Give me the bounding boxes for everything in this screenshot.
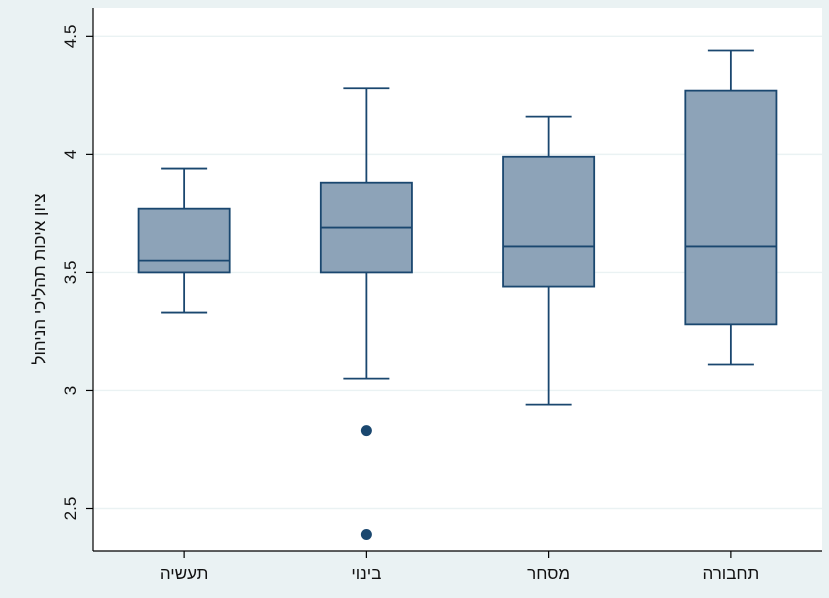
box-iqr	[502, 155, 596, 288]
boxes	[137, 49, 778, 540]
category-label: תעשיה	[160, 564, 209, 583]
box-iqr	[137, 207, 231, 274]
y-axis-title: ציון איכות תהליכי הניהול	[30, 193, 49, 364]
box-iqr	[684, 89, 778, 326]
category-labels: תעשיה בינוי מסחר תחבורה	[160, 551, 759, 583]
y-tick-label: 4.5	[61, 25, 80, 49]
category-label: תחבורה	[702, 564, 759, 583]
y-tick-label: 4	[61, 150, 80, 159]
y-tick-label: 2.5	[61, 497, 80, 521]
y-tick-label: 3.5	[61, 261, 80, 285]
category-label: מסחר	[527, 564, 570, 583]
y-tick-label: 3	[61, 386, 80, 395]
y-ticks: 2.5 3 3.5 4 4.5	[61, 25, 93, 521]
category-label: בינוי	[351, 564, 381, 583]
outlier-point	[360, 528, 372, 540]
outlier-point	[360, 425, 372, 437]
